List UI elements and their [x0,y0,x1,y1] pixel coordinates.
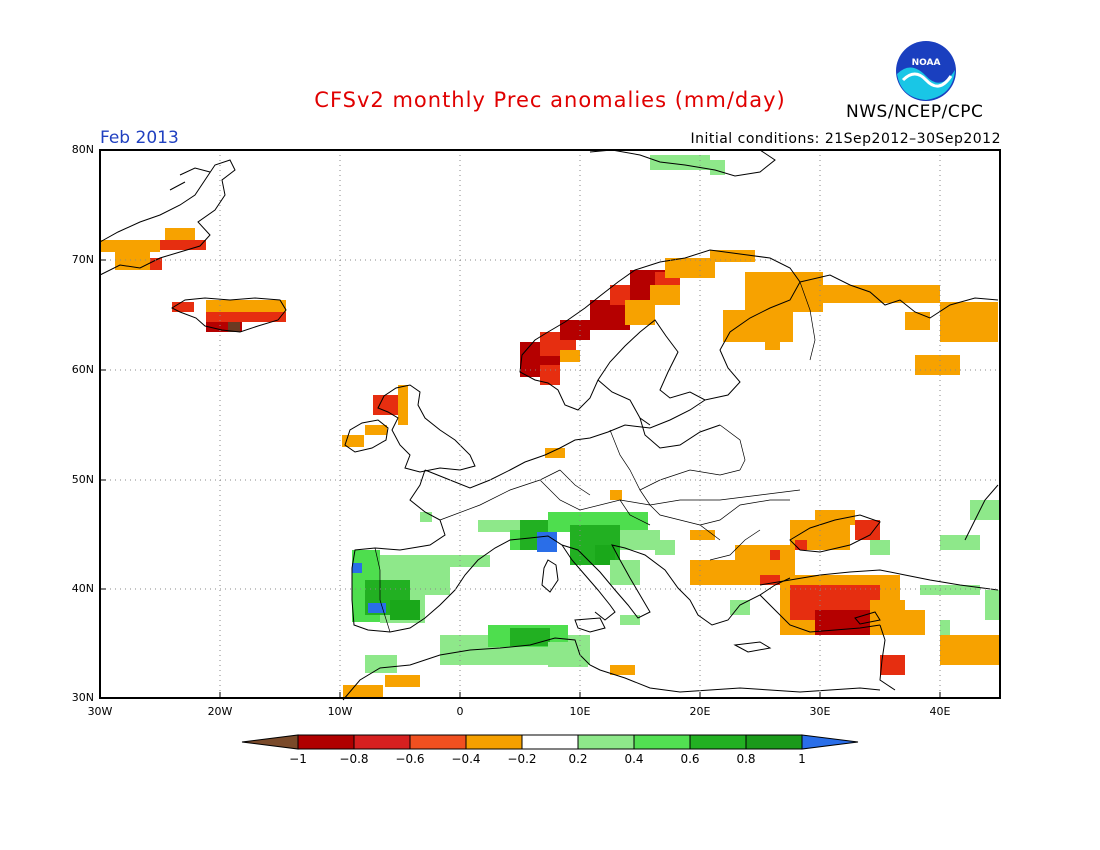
colorbar-label: 0.8 [736,752,756,766]
agency-label: NWS/NCEP/CPC [846,102,984,122]
anomaly-cells [100,155,1000,698]
colorbar-swatch [633,734,691,750]
country-borders [374,281,816,633]
lon-label-10e: 10E [569,705,591,718]
colorbar-label: 0.4 [624,752,644,766]
lon-label-30e: 30E [809,705,831,718]
map-frame [99,149,1001,699]
colorbar-swatch [689,734,747,750]
colorbar-swatch [409,734,467,750]
forecast-period: Feb 2013 [100,128,179,148]
lat-label-70n: 70N [71,253,94,266]
colorbar-swatch [353,734,411,750]
colorbar-swatch [745,734,803,750]
colorbar-label: 1 [798,752,806,766]
colorbar [241,734,859,750]
colorbar-label: −1 [289,752,307,766]
lon-label-0: 0 [456,705,464,718]
colorbar-label: −0.6 [395,752,425,766]
lon-label-20e: 20E [689,705,711,718]
colorbar-high-arrow [801,734,859,750]
lat-label-30n: 30N [71,691,94,704]
colorbar-label: 0.6 [680,752,700,766]
colorbar-swatch [521,734,579,750]
lon-label-30w: 30W [87,705,113,718]
colorbar-label: −0.4 [451,752,481,766]
lon-label-10w: 10W [327,705,353,718]
colorbar-label: −0.8 [339,752,369,766]
lon-label-20w: 20W [207,705,233,718]
graticule [100,150,1000,698]
initial-conditions: Initial conditions: 21Sep2012–30Sep2012 [690,131,1001,147]
colorbar-swatch [577,734,635,750]
lat-label-80n: 80N [71,143,94,156]
axis-ticks [100,149,941,699]
colorbar-swatch [465,734,523,750]
colorbar-low-arrow [241,734,299,750]
colorbar-label: −0.2 [507,752,537,766]
lat-label-40n: 40N [71,582,94,595]
coastlines [99,149,999,701]
colorbar-swatch [297,734,355,750]
lon-label-40e: 40E [929,705,951,718]
map-title: CFSv2 monthly Prec anomalies (mm/day) [314,88,786,112]
colorbar-label: 0.2 [568,752,588,766]
logo-text: NOAA [912,58,941,68]
lat-label-60n: 60N [71,363,94,376]
noaa-logo: NOAA [896,41,956,101]
lat-label-50n: 50N [71,473,94,486]
